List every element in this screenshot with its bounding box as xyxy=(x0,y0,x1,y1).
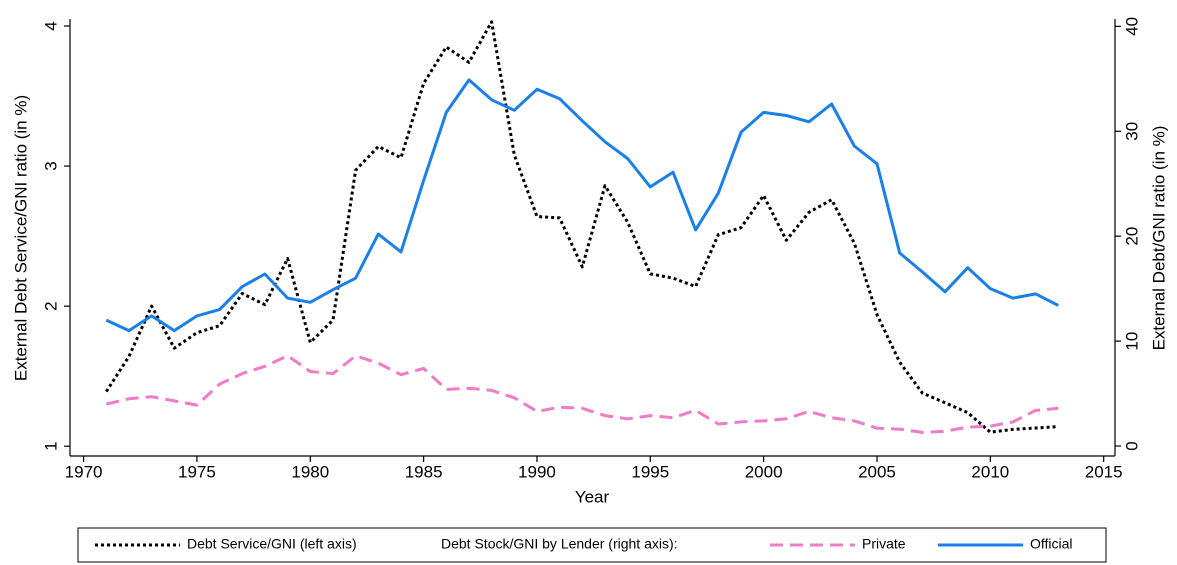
x-tick-label: 2015 xyxy=(1085,462,1123,481)
series-line xyxy=(105,20,1059,434)
x-tick-label: 2000 xyxy=(745,462,783,481)
x-tick-label: 2005 xyxy=(858,462,896,481)
x-axis-title: Year xyxy=(575,487,610,506)
x-tick-label: 2010 xyxy=(971,462,1009,481)
legend-label: Official xyxy=(1030,536,1073,552)
x-tick-label: 1995 xyxy=(631,462,669,481)
y-axis-title: External Debt Service/GNI ratio (in %) xyxy=(11,95,30,381)
y-tick-label: 2 xyxy=(41,301,60,310)
y2-tick-label: 10 xyxy=(1122,332,1141,351)
y-tick-label: 4 xyxy=(41,21,60,30)
series-line xyxy=(105,354,1059,434)
y2-tick-label: 40 xyxy=(1122,17,1141,36)
y2-axis-title: External Debt/GNI ratio (in %) xyxy=(1149,126,1168,351)
y2-tick-label: 30 xyxy=(1122,122,1141,141)
legend-label: Private xyxy=(862,536,906,552)
x-tick-label: 1990 xyxy=(518,462,556,481)
legend-box xyxy=(77,527,1107,563)
x-tick-label: 1975 xyxy=(178,462,216,481)
y2-tick-label: 20 xyxy=(1122,227,1141,246)
y-tick-label: 3 xyxy=(41,161,60,170)
y2-tick-label: 0 xyxy=(1122,441,1141,450)
x-tick-label: 1985 xyxy=(405,462,443,481)
legend-heading: Debt Stock/GNI by Lender (right axis): xyxy=(441,536,678,552)
series-line xyxy=(105,78,1059,333)
y-tick-label: 1 xyxy=(41,441,60,450)
x-tick-label: 1970 xyxy=(65,462,103,481)
legend-label: Debt Service/GNI (left axis) xyxy=(187,536,357,552)
x-tick-label: 1980 xyxy=(291,462,329,481)
